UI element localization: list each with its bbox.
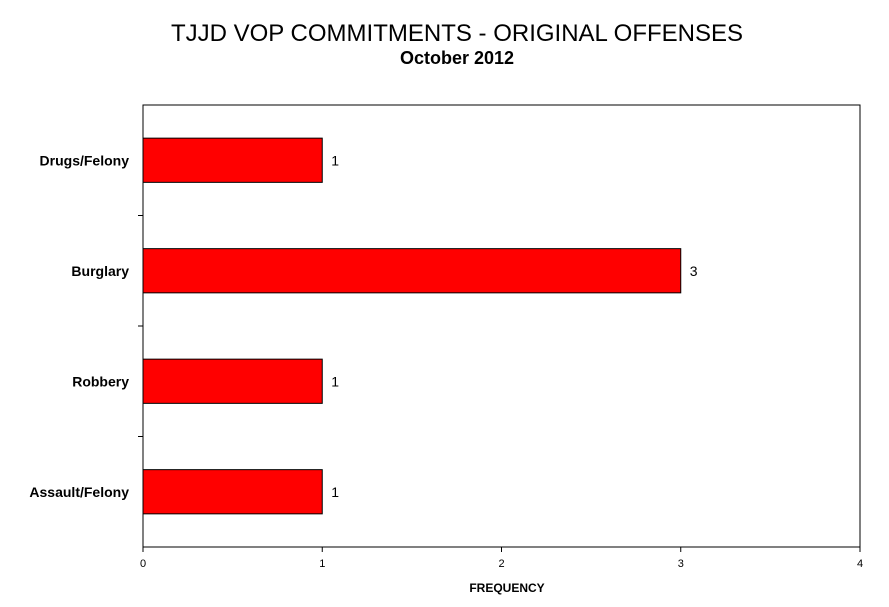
data-label: 1 (331, 373, 339, 389)
data-label: 1 (331, 484, 339, 500)
x-tick-label: 4 (857, 558, 863, 570)
data-label: 3 (690, 263, 698, 279)
data-label: 1 (331, 152, 339, 168)
x-tick-label: 3 (678, 558, 684, 570)
bar-drugs-felony (142, 137, 323, 183)
bar-assault-felony (142, 469, 323, 515)
x-tick-label: 1 (319, 558, 325, 570)
bar-robbery (142, 358, 323, 404)
x-axis-title: FREQUENCY (469, 581, 544, 595)
bars-layer (142, 137, 682, 515)
chart-title: TJJD VOP COMMITMENTS - ORIGINAL OFFENSES (170, 20, 744, 47)
category-label: Burglary (71, 263, 129, 279)
bar-burglary (142, 248, 682, 294)
x-tick-label: 0 (140, 558, 146, 570)
labels-layer: Drugs/Felony 1 Burglary 3 Robbery 1 Assault/Fe… (29, 152, 863, 570)
category-label: Assault/Felony (29, 484, 129, 500)
chart-subtitle: October 2012 (399, 48, 515, 68)
ticks-layer (138, 215, 861, 552)
x-tick-label: 2 (498, 558, 504, 570)
category-label: Robbery (72, 373, 129, 389)
category-label: Drugs/Felony (40, 152, 130, 168)
